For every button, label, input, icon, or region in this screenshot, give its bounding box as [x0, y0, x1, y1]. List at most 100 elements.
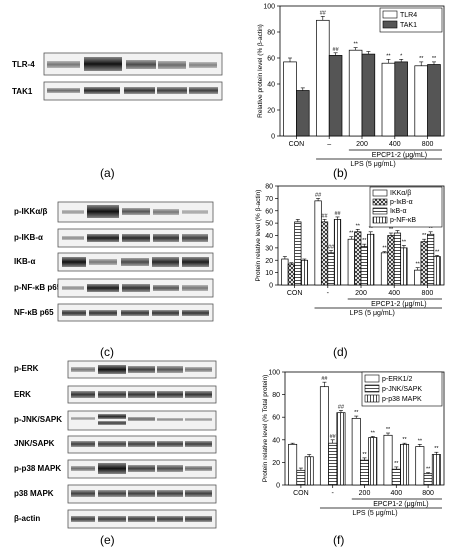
bar	[400, 247, 408, 286]
bar	[328, 442, 338, 486]
y-tick-label: 20	[267, 108, 275, 115]
legend-label: TAK1	[400, 22, 417, 29]
significance-mark: **	[353, 42, 358, 48]
blot-band	[121, 310, 149, 316]
blot-band	[128, 516, 155, 522]
blot-band	[71, 391, 95, 398]
x-tick-label: -	[327, 290, 330, 297]
x-tick-label: 400	[388, 290, 400, 297]
significance-mark: **	[349, 231, 354, 237]
panel-label: (f)	[333, 533, 344, 547]
blot-band	[89, 310, 117, 316]
blot-band	[157, 391, 183, 398]
y-tick-label: 80	[265, 184, 273, 191]
blot-band	[153, 234, 179, 242]
blot-band	[185, 516, 212, 522]
panel-label: (e)	[100, 533, 115, 547]
blot-band	[157, 366, 183, 373]
significance-mark: **	[354, 410, 359, 416]
bar	[296, 469, 306, 486]
blot-band	[185, 367, 212, 372]
blot-band	[87, 284, 119, 292]
blot-label: p-IKB-α	[14, 233, 43, 242]
legend-label: p-p38 MAPK	[382, 396, 422, 403]
significance-mark: ##	[322, 213, 329, 219]
bar	[347, 238, 355, 286]
bar	[294, 221, 302, 286]
significance-mark: **	[428, 226, 433, 232]
y-tick-label: 60	[267, 56, 275, 63]
y-tick-label: 40	[267, 82, 275, 89]
blot-band	[71, 441, 95, 447]
legend-swatch	[372, 198, 388, 206]
significance-mark: **	[362, 452, 367, 458]
bar	[354, 231, 362, 286]
blot-band	[157, 87, 187, 94]
y-tick-label: 0	[269, 283, 273, 290]
blot-band	[98, 516, 126, 522]
bar	[361, 53, 376, 137]
bar	[427, 233, 435, 286]
blot-band	[98, 421, 126, 425]
significance-mark: **	[435, 249, 440, 255]
blot-band	[157, 490, 183, 497]
significance-mark: **	[416, 262, 421, 268]
blot-band	[87, 234, 119, 242]
blot-panel-a: TLR-4 TAK1	[12, 52, 223, 101]
bar	[281, 258, 289, 286]
bar	[348, 49, 363, 137]
x-tick-label: CON	[289, 141, 305, 148]
bar	[423, 473, 433, 486]
blot-label: TAK1	[12, 87, 33, 96]
legend-label: p-NF-κB	[390, 217, 416, 224]
bar	[427, 64, 441, 137]
blot-band	[122, 208, 150, 215]
significance-mark: ##	[330, 434, 337, 440]
significance-mark: **	[362, 238, 367, 244]
blot-band	[62, 210, 84, 214]
blot-band	[153, 209, 179, 215]
blot-band	[98, 365, 126, 374]
bar	[393, 232, 402, 286]
y-axis-label: Protein relative level (% Total protein)	[262, 375, 269, 483]
blot-label: p38 MAPK	[14, 489, 54, 498]
x-tick-label: 200	[359, 490, 371, 497]
blot-band	[84, 87, 120, 94]
legend-swatch	[364, 384, 380, 393]
panel-label: (c)	[100, 345, 114, 359]
bar	[327, 252, 335, 286]
blot-label: p-IKKα/β	[14, 207, 47, 216]
bar	[431, 454, 441, 486]
blot-label: β-actin	[14, 514, 40, 523]
significance-mark: ##	[338, 404, 345, 410]
bar	[433, 256, 441, 286]
blot-label: JNK/SAPK	[14, 439, 55, 448]
significance-mark: **	[386, 427, 391, 433]
x-tick-label: 800	[422, 141, 434, 148]
blot-band	[98, 391, 126, 398]
legend-label: p-IκB-α	[390, 199, 413, 206]
blot-band	[157, 441, 183, 447]
y-tick-label: 20	[272, 460, 280, 467]
bar	[351, 417, 361, 486]
significance-mark: ##	[321, 376, 328, 382]
y-tick-label: 30	[265, 245, 273, 252]
significance-mark: ##	[334, 211, 341, 217]
x-tick-label: 800	[422, 290, 434, 297]
blot-band	[128, 490, 155, 497]
panel-label: (a)	[100, 166, 115, 180]
significance-mark: **	[356, 223, 361, 229]
dose-label: EPCP1-2 (μg/mL)	[371, 301, 426, 308]
y-tick-label: 100	[263, 4, 275, 11]
blot-band	[128, 391, 155, 398]
blot-panel-e: p-ERK ERK p-JNK/SAPK JNK/SAPK p-p38 MAPK	[14, 360, 217, 529]
bar	[414, 269, 422, 286]
blot-band	[185, 441, 212, 447]
legend-label: TLR4	[400, 12, 417, 19]
blot-band	[185, 391, 212, 398]
bar-chart-b: 0 20 40 60 80 100 Relative protein level (% β-…	[257, 4, 445, 168]
blot-band	[128, 417, 155, 421]
blot-label: TLR-4	[12, 60, 35, 69]
legend-swatch	[364, 374, 380, 383]
bar	[380, 252, 389, 286]
